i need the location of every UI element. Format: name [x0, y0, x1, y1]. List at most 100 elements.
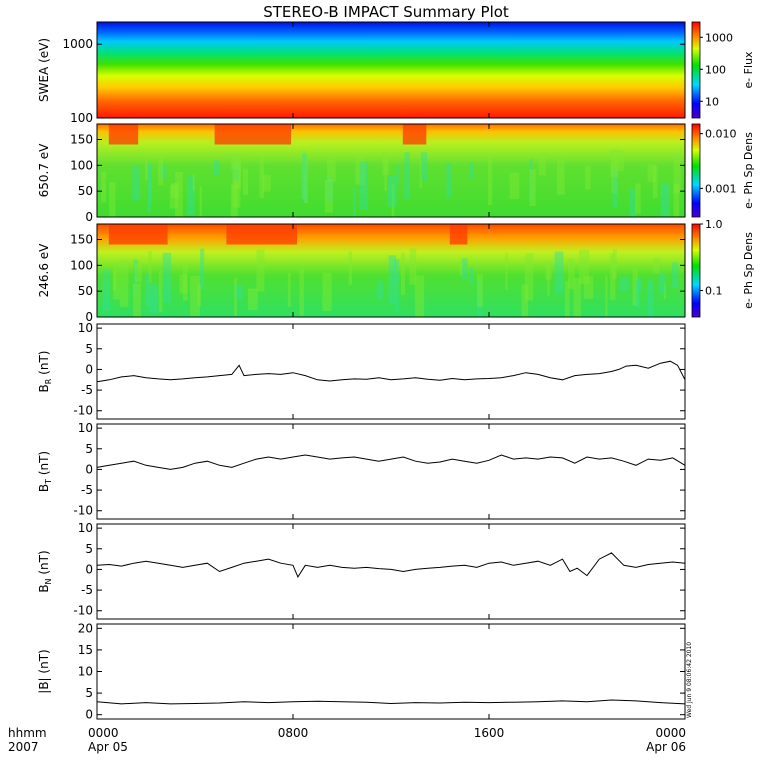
- pad246-ytick-label: 150: [70, 233, 93, 247]
- br-frame: [96, 323, 686, 420]
- pad650-streak: [327, 154, 336, 182]
- bn-ytick-label: 5: [85, 542, 93, 556]
- pad246-streak: [134, 264, 142, 282]
- pad246-streak: [158, 270, 163, 313]
- pad246-streak: [133, 259, 138, 297]
- pad246-streak: [671, 262, 679, 288]
- x-tick-label: 1600: [474, 726, 505, 740]
- pad650-ytick-label: 150: [70, 133, 93, 147]
- pad650-streak: [419, 160, 422, 188]
- br-ytick-label: -5: [81, 383, 93, 397]
- pad246-streak: [401, 252, 405, 295]
- pad650-hot-patch: [108, 124, 139, 145]
- bmag-ytick-label: 0: [85, 708, 93, 722]
- bn-ytick-label: -10: [73, 604, 93, 618]
- pad650-streak: [169, 184, 179, 209]
- pad246-streak: [477, 278, 482, 317]
- panel-swea: 10 100 1000 e- Flux 100 1000 SWEA (eV): [37, 21, 755, 125]
- pad246-streak: [459, 259, 463, 276]
- bmag-series-line: [96, 699, 686, 705]
- pad246-colorbar-tick-label: 0.1: [705, 285, 723, 298]
- bn-series-line: [96, 552, 686, 578]
- pad246-streak: [197, 283, 201, 307]
- pad650-streak: [304, 159, 308, 203]
- pad650-streak: [324, 180, 333, 213]
- bmag-ylabel: |B| (nT): [37, 649, 51, 693]
- swea-ytick-label: 100: [70, 111, 93, 125]
- pad650-streak: [612, 168, 618, 209]
- x-tick-date-label: Apr 05: [88, 740, 128, 754]
- pad246-streak: [190, 275, 200, 316]
- pad650-streak: [446, 163, 452, 197]
- pad650-streak: [192, 173, 195, 191]
- pad650-streak: [232, 160, 241, 208]
- bn-ytick-label: 10: [78, 521, 93, 535]
- pad650-streak: [509, 172, 520, 200]
- pad246-streak: [605, 275, 608, 317]
- bn-frame: [96, 523, 686, 620]
- pad246-streak: [632, 268, 638, 306]
- pad650-streak: [391, 184, 395, 217]
- pad650-streak: [359, 161, 368, 210]
- pad650-streak: [384, 158, 387, 191]
- pad246-streak: [658, 272, 666, 293]
- x-tick-label: 0000: [655, 726, 686, 740]
- pad246-colorbar-label: e- Ph Sp Dens: [742, 232, 755, 309]
- pad650-ylabel: 650.7 eV: [37, 143, 51, 198]
- pad650-streak: [262, 174, 271, 192]
- pad650-streak: [101, 171, 106, 203]
- swea-ylabel: SWEA (eV): [37, 38, 51, 102]
- br-ytick-label: 5: [85, 342, 93, 356]
- br-ytick-label: -10: [73, 404, 93, 418]
- pad246-streak: [394, 259, 400, 281]
- pad650-colorbar: [691, 123, 701, 218]
- pad246-streak: [568, 258, 575, 289]
- br-ytick-label: 10: [78, 321, 93, 335]
- pad650-streak: [611, 157, 618, 194]
- pad650-streak: [529, 158, 533, 202]
- swea-colorbar-tick-label: 1000: [705, 31, 733, 44]
- swea-frame: [96, 21, 686, 119]
- pad650-streak: [353, 188, 356, 217]
- pad650-streak: [556, 158, 565, 195]
- pad246-streak: [583, 275, 594, 299]
- pad650-streak: [199, 186, 202, 217]
- pad246-streak: [477, 274, 483, 307]
- bmag-ytick-label: 20: [78, 621, 93, 635]
- pad650-streak: [396, 163, 399, 185]
- pad246-streak: [524, 252, 534, 301]
- pad246-streak: [396, 278, 399, 313]
- pad650-streak: [610, 149, 619, 178]
- pad246-streak: [148, 251, 152, 284]
- pad246-streak: [149, 284, 159, 313]
- timestamp-stamp: Wed Jun 9 08:06:42 2010: [686, 642, 693, 718]
- pad650-colorbar-tick-label: 0.010: [705, 128, 737, 141]
- pad246-streak: [545, 260, 552, 280]
- pad650-streak: [147, 163, 151, 212]
- bt-ytick-label: 0: [85, 462, 93, 476]
- bmag-frame: [96, 623, 686, 720]
- br-series-line: [96, 360, 686, 383]
- bn-ytick-label: 0: [85, 562, 93, 576]
- bmag-ytick-label: 15: [78, 643, 93, 657]
- x-tick-date-label: Apr 06: [646, 740, 686, 754]
- pad650-streak: [171, 182, 179, 198]
- pad650-ytick-label: 100: [70, 158, 93, 172]
- pad246-hot-patch: [449, 224, 468, 245]
- pad650-streak: [673, 183, 680, 217]
- pad246-streak: [113, 264, 120, 300]
- bn-ylabel: BN (nT): [37, 550, 53, 592]
- pad650-ytick-label: 50: [78, 184, 93, 198]
- bt-ytick-label: 10: [78, 421, 93, 435]
- pad650-streak: [617, 150, 624, 171]
- pad650-frame: [96, 123, 686, 218]
- pad650-streak: [230, 184, 238, 217]
- pad246-streak: [247, 288, 258, 311]
- pad650-streak: [301, 150, 307, 199]
- pad246-streak: [462, 258, 468, 280]
- bt-ytick-label: 5: [85, 442, 93, 456]
- pad246-colorbar: [691, 223, 701, 318]
- swea-colorbar-tick-label: 100: [705, 63, 726, 76]
- pad246-streak: [610, 253, 616, 300]
- pad650-streak: [132, 166, 141, 201]
